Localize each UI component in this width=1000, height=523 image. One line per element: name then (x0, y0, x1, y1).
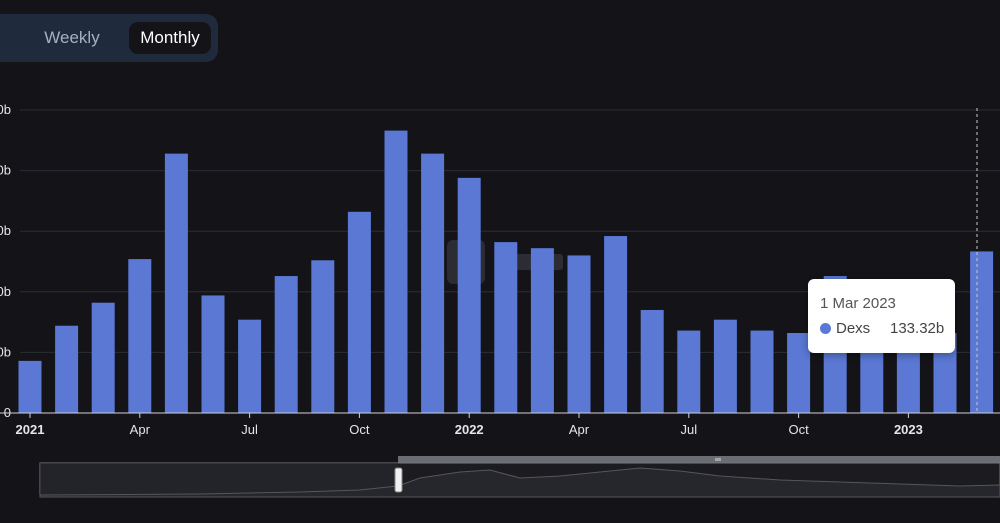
bar[interactable] (604, 236, 628, 413)
bar[interactable] (640, 309, 664, 413)
tooltip-series-name: Dexs (836, 320, 871, 337)
navigator-series (39, 467, 1000, 498)
bar[interactable] (457, 177, 481, 413)
bar[interactable] (18, 360, 42, 413)
bar[interactable] (421, 153, 445, 413)
bar[interactable] (347, 211, 371, 413)
bar[interactable] (860, 333, 884, 413)
bar[interactable] (933, 333, 957, 413)
bar[interactable] (713, 319, 737, 413)
bar[interactable] (896, 333, 920, 413)
bar[interactable] (970, 251, 994, 413)
y-tick-label: 0b (0, 163, 11, 178)
navigator[interactable] (39, 456, 1000, 498)
interval-toggle-group: y Weekly Monthly (0, 14, 218, 62)
bar[interactable] (311, 260, 335, 413)
bar[interactable] (91, 302, 115, 413)
grip-icon (715, 458, 721, 461)
bar[interactable] (677, 330, 701, 413)
navigator-left-handle (394, 467, 403, 493)
bar[interactable] (201, 295, 225, 413)
toggle-monthly-button[interactable]: Monthly (129, 22, 211, 54)
toggle-weekly-button[interactable]: Weekly (44, 28, 100, 47)
x-tick-label: 2022 (455, 422, 484, 437)
x-tick-label: 2023 (894, 422, 923, 437)
tooltip-date: 1 Mar 2023 (820, 295, 896, 312)
x-tick-label: Oct (788, 422, 809, 437)
y-axis-ticks: 00b0b0b0b0b (0, 102, 11, 420)
bar[interactable] (274, 276, 298, 413)
navigator-scrollbar (398, 456, 1000, 463)
x-tick-label: Jul (680, 422, 697, 437)
bars (18, 130, 994, 413)
bar[interactable] (494, 242, 518, 413)
bar[interactable] (55, 325, 79, 413)
bar[interactable] (164, 153, 188, 413)
y-tick-label: 0b (0, 102, 11, 117)
x-tick-label: 2021 (16, 422, 45, 437)
bar[interactable] (384, 130, 408, 413)
y-tick-label: 0b (0, 284, 11, 299)
x-tick-label: Apr (130, 422, 151, 437)
series-dot-icon (820, 323, 831, 334)
bar[interactable] (238, 319, 262, 413)
bar[interactable] (750, 330, 774, 413)
y-tick-label: 0b (0, 223, 11, 238)
y-tick-label: 0b (0, 344, 11, 359)
tooltip-value: 133.32b (890, 320, 945, 337)
bar[interactable] (530, 248, 554, 413)
x-axis-ticks: 2021 Apr Jul Oct 2022 Apr Jul Oct 2023 (16, 413, 923, 437)
x-tick-label: Oct (349, 422, 370, 437)
bar[interactable] (567, 255, 591, 413)
x-tick-label: Jul (241, 422, 258, 437)
bar[interactable] (787, 333, 811, 413)
tooltip: 1 Mar 2023 Dexs 133.32b (808, 279, 955, 353)
x-tick-label: Apr (569, 422, 590, 437)
bar[interactable] (128, 259, 152, 413)
